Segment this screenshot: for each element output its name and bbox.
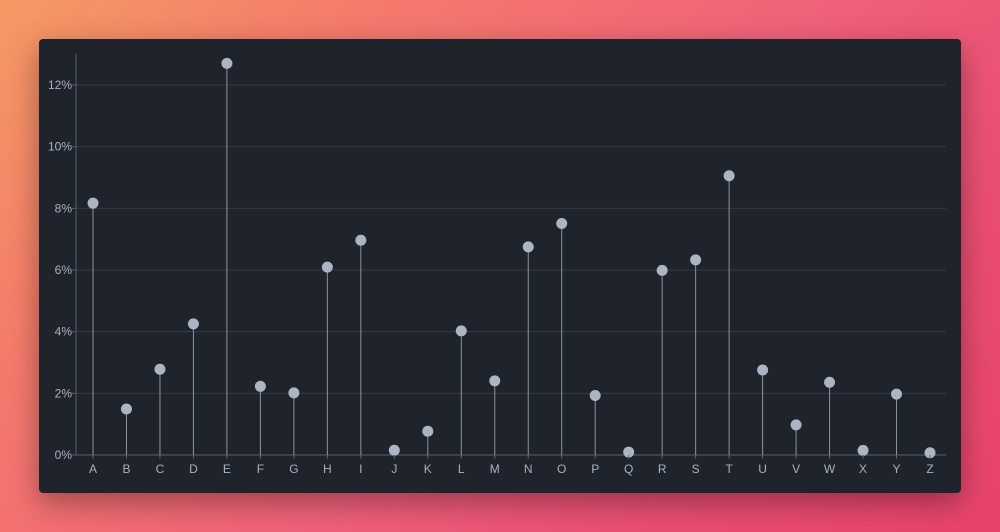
x-tick-label-D: D bbox=[189, 462, 198, 476]
x-tick-label-B: B bbox=[122, 462, 130, 476]
point-L bbox=[455, 325, 467, 337]
chart-card: 0% 2% 4% 6% 8% 10% 12% A B C D E F G H I J K L M N O P Q R S T U V W X… bbox=[39, 39, 961, 493]
point-C bbox=[154, 363, 166, 375]
point-T bbox=[723, 170, 735, 182]
x-tick-label-L: L bbox=[458, 462, 465, 476]
y-tick-label: 10% bbox=[48, 140, 72, 154]
point-U bbox=[757, 364, 769, 376]
point-K bbox=[422, 425, 434, 437]
x-tick-label-R: R bbox=[658, 462, 667, 476]
x-tick-label-O: O bbox=[557, 462, 566, 476]
point-J bbox=[388, 444, 400, 456]
point-W bbox=[824, 376, 836, 388]
x-tick-label-Y: Y bbox=[893, 462, 901, 476]
y-tick-label: 6% bbox=[55, 263, 73, 277]
x-tick-label-J: J bbox=[391, 462, 397, 476]
x-tick-label-A: A bbox=[89, 462, 97, 476]
x-tick-label-W: W bbox=[824, 462, 836, 476]
point-D bbox=[187, 318, 199, 330]
point-H bbox=[321, 261, 333, 273]
x-tick-label-C: C bbox=[156, 462, 165, 476]
y-tick-label: 2% bbox=[55, 386, 73, 400]
x-tick-label-G: G bbox=[289, 462, 298, 476]
x-tick-label-I: I bbox=[359, 462, 362, 476]
point-B bbox=[120, 403, 132, 415]
y-tick-label: 12% bbox=[48, 78, 72, 92]
point-S bbox=[690, 254, 702, 266]
point-M bbox=[489, 375, 501, 387]
point-X bbox=[857, 444, 869, 456]
x-tick-label-S: S bbox=[692, 462, 700, 476]
x-tick-label-F: F bbox=[257, 462, 264, 476]
x-tick-label-K: K bbox=[424, 462, 432, 476]
point-V bbox=[790, 419, 802, 431]
x-tick-label-U: U bbox=[758, 462, 767, 476]
y-tick-label: 8% bbox=[55, 201, 73, 215]
x-tick-label-Z: Z bbox=[926, 462, 933, 476]
x-tick-label-Q: Q bbox=[624, 462, 633, 476]
point-P bbox=[589, 390, 601, 402]
x-tick-label-E: E bbox=[223, 462, 231, 476]
point-R bbox=[656, 264, 668, 276]
x-tick-label-T: T bbox=[725, 462, 733, 476]
x-tick-label-P: P bbox=[591, 462, 599, 476]
x-tick-label-M: M bbox=[490, 462, 500, 476]
point-F bbox=[254, 380, 266, 392]
point-O bbox=[556, 218, 568, 230]
x-tick-label-V: V bbox=[792, 462, 800, 476]
point-G bbox=[288, 387, 300, 399]
point-I bbox=[355, 234, 367, 246]
point-Q bbox=[623, 446, 635, 458]
point-N bbox=[522, 241, 534, 253]
point-Z bbox=[924, 447, 936, 459]
y-tick-label: 0% bbox=[55, 448, 73, 462]
y-tick-label: 4% bbox=[55, 325, 73, 339]
point-Y bbox=[891, 388, 903, 400]
x-tick-label-X: X bbox=[859, 462, 867, 476]
point-A bbox=[87, 197, 99, 209]
x-tick-label-N: N bbox=[524, 462, 533, 476]
point-E bbox=[221, 57, 233, 69]
lollipop-chart: 0% 2% 4% 6% 8% 10% 12% A B C D E F G H I J K L M N O P Q R S T U V W X… bbox=[48, 54, 946, 476]
x-tick-label-H: H bbox=[323, 462, 332, 476]
